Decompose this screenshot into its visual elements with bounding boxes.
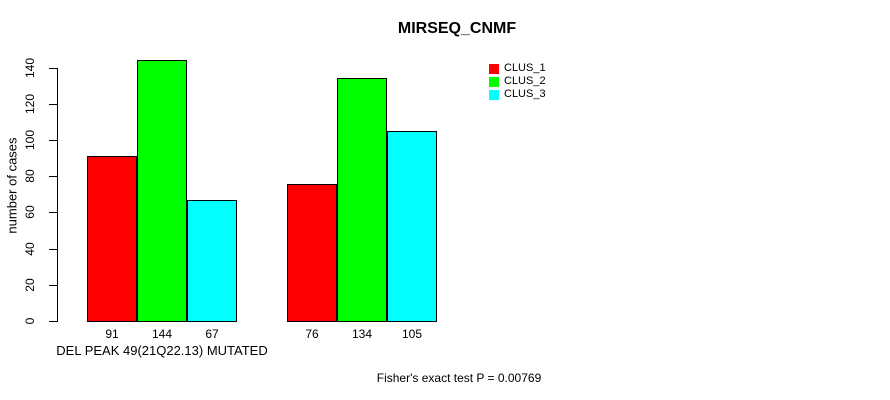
bar-clus_3-group-1 bbox=[187, 200, 237, 322]
y-axis-tick-label: 20 bbox=[23, 278, 37, 292]
bar-clus_2-group-2 bbox=[337, 78, 387, 322]
y-axis-tick-label: 0 bbox=[23, 317, 37, 325]
chart-title: MIRSEQ_CNMF bbox=[397, 20, 517, 37]
bar-clus_3-group-2 bbox=[387, 131, 437, 322]
y-axis-tick bbox=[49, 176, 57, 177]
y-axis-tick bbox=[49, 212, 57, 213]
bar-value-label: 91 bbox=[105, 327, 119, 341]
legend-label: CLUS_3 bbox=[504, 88, 546, 100]
bar-value-label: 105 bbox=[401, 327, 423, 341]
legend: CLUS_1 CLUS_2 CLUS_3 bbox=[489, 62, 546, 101]
y-axis-tick bbox=[49, 104, 57, 105]
bar-value-label: 76 bbox=[305, 327, 319, 341]
y-axis-tick bbox=[49, 68, 57, 69]
legend-label: CLUS_1 bbox=[504, 62, 546, 74]
legend-swatch-icon bbox=[489, 89, 499, 100]
y-axis-tick bbox=[49, 285, 57, 286]
legend-label: CLUS_2 bbox=[504, 75, 546, 87]
fisher-test-annotation: Fisher's exact test P = 0.00769 bbox=[376, 371, 542, 385]
y-axis-tick-label: 100 bbox=[23, 129, 37, 151]
y-axis-tick-label: 80 bbox=[23, 169, 37, 183]
y-axis-tick bbox=[49, 321, 57, 322]
legend-item-clus_2: CLUS_2 bbox=[489, 75, 546, 88]
bar-value-label: 67 bbox=[205, 327, 219, 341]
y-axis-tick-label: 120 bbox=[23, 93, 37, 115]
y-axis-tick-label: 40 bbox=[23, 242, 37, 256]
x-axis-label: DEL PEAK 49(21Q22.13) MUTATED bbox=[56, 343, 268, 358]
legend-swatch-icon bbox=[489, 76, 499, 87]
y-axis-tick bbox=[49, 249, 57, 250]
bar-value-label: 144 bbox=[151, 327, 173, 341]
y-axis-tick bbox=[49, 140, 57, 141]
y-axis-tick-label: 140 bbox=[23, 57, 37, 79]
legend-item-clus_1: CLUS_1 bbox=[489, 62, 546, 75]
bar-clus_1-group-2 bbox=[287, 184, 337, 322]
y-axis-line bbox=[57, 68, 58, 322]
legend-swatch-icon bbox=[489, 63, 499, 74]
bar-clus_1-group-1 bbox=[87, 156, 137, 322]
y-axis-tick-label: 60 bbox=[23, 205, 37, 219]
legend-item-clus_3: CLUS_3 bbox=[489, 88, 546, 101]
bar-value-label: 134 bbox=[351, 327, 373, 341]
bar-clus_2-group-1 bbox=[137, 60, 187, 322]
